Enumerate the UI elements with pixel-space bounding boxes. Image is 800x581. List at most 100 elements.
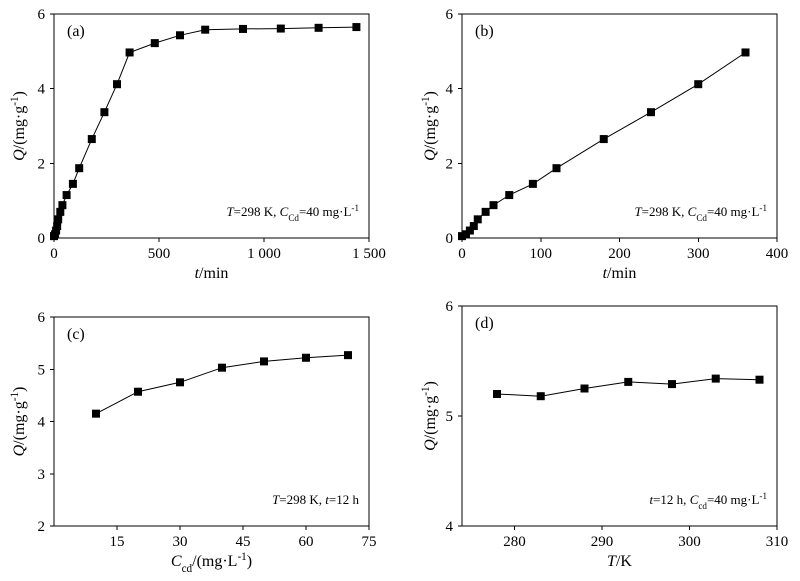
condition-annotation: T=298 K, CCd=40 mg·L-1 (634, 203, 767, 223)
x-axis-label: Ccd/(mg·L-1) (171, 551, 252, 575)
x-tick-label: 75 (362, 534, 377, 550)
x-tick-label: 1 000 (247, 246, 281, 262)
y-tick-label: 2 (38, 156, 46, 172)
data-point (711, 374, 720, 383)
data-point (469, 222, 478, 231)
data-point (201, 25, 210, 34)
data-point (580, 384, 589, 393)
data-point (473, 215, 482, 224)
panel-label: (a) (67, 23, 85, 40)
y-tick-label: 6 (38, 310, 46, 326)
data-point (624, 377, 633, 386)
data-point (54, 215, 63, 224)
x-tick-label: 400 (766, 246, 789, 262)
x-tick-label: 60 (299, 534, 314, 550)
data-point (150, 39, 159, 48)
y-tick-label: 2 (446, 156, 454, 172)
data-point (75, 164, 84, 173)
series-line (461, 52, 746, 237)
x-axis-label: t/min (603, 265, 637, 282)
y-tick-label: 4 (38, 82, 46, 98)
x-tick-label: 0 (458, 246, 466, 262)
y-tick-label: 6 (38, 7, 46, 23)
y-tick-label: 3 (38, 467, 46, 483)
chart-panel-0: 0 500 1 000 1 500 0 2 4 6 (a) T=298 K, CCd=40 mg·… (9, 7, 386, 282)
x-tick-label: 300 (678, 534, 701, 550)
data-point (176, 31, 184, 40)
data-point (465, 226, 474, 235)
plot-frame (53, 13, 370, 239)
x-tick-label: 100 (530, 246, 553, 262)
data-point (62, 191, 71, 200)
data-point (493, 390, 501, 398)
x-tick-label: 45 (236, 534, 251, 550)
y-tick-label: 5 (446, 409, 454, 425)
data-point (58, 201, 67, 210)
data-point (489, 201, 498, 210)
x-axis-label: T/K (607, 553, 632, 570)
data-point (239, 24, 247, 33)
data-point (668, 380, 676, 389)
data-point (52, 226, 61, 235)
x-tick-label: 500 (148, 246, 171, 262)
y-tick-label: 0 (446, 231, 454, 247)
y-axis-label: Q/(mg·g-1) (9, 91, 28, 161)
chart-panel-3: 280 290 300 310 4 5 6 (d) t=12 h, Ccd=40 mg·L-1 T… (420, 299, 788, 570)
y-tick-label: 6 (446, 299, 454, 315)
condition-annotation: T=298 K, t=12 h (272, 492, 359, 507)
data-point (599, 135, 608, 144)
data-point (528, 179, 537, 188)
y-tick-label: 6 (446, 7, 454, 23)
data-point (755, 375, 764, 384)
data-point (536, 392, 545, 401)
data-point (87, 135, 96, 144)
panel-label: (b) (475, 23, 494, 40)
data-point (56, 207, 65, 216)
x-tick-label: 280 (503, 534, 526, 550)
y-tick-label: 5 (38, 362, 46, 378)
data-point (647, 108, 655, 117)
data-point (302, 353, 310, 362)
data-point (481, 207, 490, 216)
x-tick-label: 15 (110, 534, 125, 550)
data-point (125, 48, 134, 57)
data-point (344, 351, 352, 360)
data-point (92, 409, 100, 418)
x-tick-label: 30 (173, 534, 188, 550)
data-point (314, 23, 323, 32)
panel-label: (c) (67, 326, 85, 343)
y-axis-label: Q/(mg·g-1) (9, 387, 28, 457)
x-tick-label: 290 (591, 534, 614, 550)
data-point (552, 164, 561, 173)
panel-label: (d) (475, 315, 494, 332)
x-tick-label: 310 (766, 534, 789, 550)
data-point (218, 363, 226, 372)
y-tick-label: 4 (446, 82, 454, 98)
data-point (741, 48, 750, 57)
y-tick-label: 0 (38, 231, 46, 247)
x-tick-label: 1 500 (352, 246, 386, 262)
data-point (352, 23, 361, 32)
data-point (694, 80, 703, 89)
x-tick-label: 200 (608, 246, 631, 262)
condition-annotation: T=298 K, CCd=40 mg·L-1 (226, 203, 359, 223)
y-axis-label: Q/(mg·g-1) (420, 381, 439, 451)
data-point (260, 357, 268, 366)
x-tick-label: 0 (50, 246, 58, 262)
chart-panel-1: 0 100 200 300 400 0 2 4 6 (b) T=298 K, CCd=40 mg·L… (420, 7, 788, 282)
x-axis-label: t/min (195, 265, 229, 282)
y-axis-label: Q/(mg·g-1) (420, 91, 439, 161)
data-point (113, 80, 121, 89)
data-point (100, 108, 109, 117)
data-point (276, 24, 285, 33)
data-point (134, 387, 142, 396)
data-point (505, 191, 514, 200)
y-tick-label: 4 (446, 519, 454, 535)
data-point (53, 222, 62, 231)
y-tick-label: 4 (38, 415, 46, 431)
y-tick-label: 2 (38, 519, 46, 535)
data-point (68, 179, 77, 188)
data-point (176, 378, 184, 387)
